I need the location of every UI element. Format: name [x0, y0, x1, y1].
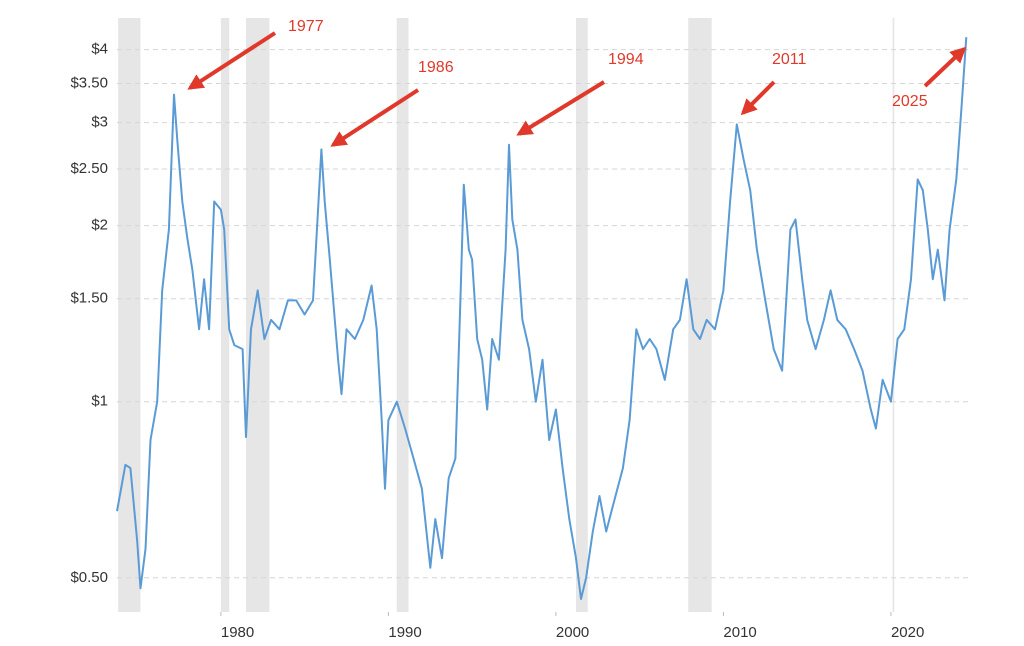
annotation-arrow	[923, 46, 967, 88]
recession-band	[892, 18, 895, 612]
annotation-arrow	[187, 31, 277, 90]
recession-band	[220, 18, 230, 612]
annotation-label: 2011	[772, 51, 807, 68]
annotation-label: 1994	[608, 51, 644, 68]
y-tick-label: $3.50	[70, 74, 108, 91]
x-tick-label: 1990	[388, 624, 421, 641]
y-tick-label: $1	[91, 393, 108, 410]
annotation-label: 2025	[892, 93, 928, 110]
y-tick-label: $2.50	[70, 160, 108, 177]
recession-band	[688, 18, 712, 612]
recession-band	[576, 18, 588, 612]
y-tick-label: $4	[91, 41, 108, 58]
recession-band	[245, 18, 270, 612]
x-tick-label: 2000	[556, 624, 589, 641]
y-tick-label: $2	[91, 217, 108, 234]
recession-band	[396, 18, 409, 612]
annotation-arrow	[740, 80, 776, 116]
recession-band	[118, 18, 141, 612]
price-line	[116, 37, 968, 600]
x-tick-label: 1980	[221, 624, 254, 641]
annotation-arrow	[330, 88, 420, 147]
x-tick-label: 2020	[891, 624, 924, 641]
annotation-arrow	[516, 80, 606, 136]
y-tick-label: $3	[91, 114, 108, 131]
x-tick-label: 2010	[723, 624, 756, 641]
annotation-label: 1986	[418, 59, 454, 76]
annotation-label: 1977	[288, 18, 324, 35]
y-tick-label: $0.50	[70, 569, 108, 586]
y-tick-label: $1.50	[70, 290, 108, 307]
